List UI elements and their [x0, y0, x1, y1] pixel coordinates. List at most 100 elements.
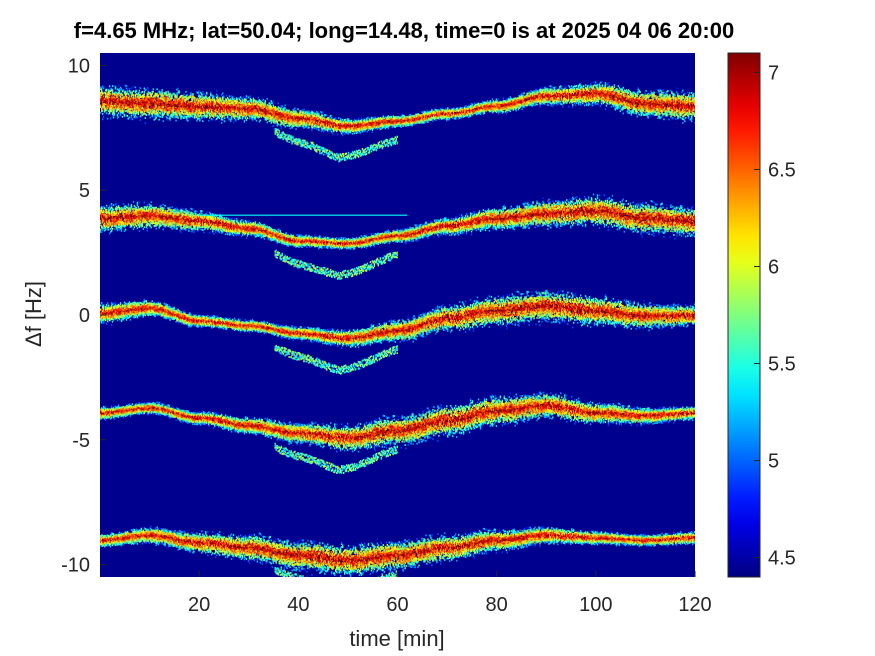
- spectrogram-cell: [110, 118, 111, 120]
- spectrogram-cell: [155, 97, 156, 99]
- spectrogram-cell: [102, 113, 103, 115]
- spectrogram-cell: [128, 98, 129, 100]
- spectrogram-cell: [149, 113, 150, 115]
- spectrogram-cell: [129, 95, 130, 97]
- spectrogram-cell: [171, 97, 172, 99]
- spectrogram-cell: [171, 95, 172, 97]
- spectrogram-cell: [106, 109, 107, 111]
- spectrogram-cell: [130, 92, 131, 94]
- spectrogram-cell: [145, 122, 146, 124]
- spectrogram-cell: [168, 112, 169, 114]
- spectrogram-cell: [147, 98, 148, 100]
- spectrogram-cell: [129, 116, 130, 118]
- spectrogram-cell: [109, 85, 110, 87]
- spectrogram-cell: [127, 90, 128, 92]
- spectrogram-cell: [157, 88, 158, 90]
- spectrogram-cell: [161, 89, 162, 91]
- spectrogram-cell: [152, 93, 153, 95]
- spectrogram-cell: [165, 92, 166, 94]
- spectrogram-cell: [117, 114, 118, 116]
- spectrogram-cell: [101, 88, 102, 90]
- spectrogram-cell: [166, 117, 167, 119]
- spectrogram-cell: [167, 92, 168, 94]
- spectrogram-cell: [146, 114, 147, 116]
- spectrogram-cell: [140, 87, 141, 89]
- spectrogram-cell: [120, 96, 121, 98]
- spectrogram-cell: [133, 118, 134, 120]
- spectrogram-cell: [148, 87, 149, 89]
- spectrogram-cell: [153, 88, 154, 90]
- spectrogram-cell: [183, 93, 184, 95]
- spectrogram-cell: [100, 112, 101, 114]
- spectrogram-cell: [146, 89, 147, 91]
- spectrogram-cell: [122, 94, 123, 96]
- spectrogram-cell: [138, 113, 139, 115]
- spectrogram-cell: [138, 111, 139, 113]
- spectrogram-cell: [102, 86, 103, 88]
- spectrogram-cell: [161, 91, 162, 93]
- spectrogram-cell: [167, 114, 168, 116]
- spectrogram-cell: [117, 95, 118, 97]
- spectrogram-cell: [139, 92, 140, 94]
- spectrogram-cell: [185, 110, 186, 112]
- spectrogram-cell: [175, 120, 176, 122]
- spectrogram-cell: [182, 116, 183, 118]
- spectrogram-cell: [151, 95, 152, 97]
- spectrogram-cell: [185, 91, 186, 93]
- spectrogram-cell: [136, 90, 137, 92]
- spectrogram-cell: [114, 109, 115, 111]
- spectrogram-cell: [102, 118, 103, 120]
- spectrogram-cell: [129, 88, 130, 90]
- spectrogram-cell: [118, 116, 119, 118]
- spectrogram-cell: [111, 103, 112, 105]
- spectrogram-cell: [178, 92, 179, 94]
- spectrogram-cell: [122, 116, 123, 118]
- spectrogram-cell: [118, 85, 119, 87]
- chart-title: f=4.65 MHz; lat=50.04; long=14.48, time=…: [74, 18, 734, 43]
- spectrogram-cell: [168, 95, 169, 97]
- spectrogram-cell: [113, 117, 114, 119]
- spectrogram-cell: [176, 94, 177, 96]
- spectrogram-cell: [183, 117, 184, 119]
- spectrogram-cell: [133, 94, 134, 96]
- spectrogram-cell: [113, 107, 114, 109]
- spectrogram-cell: [114, 114, 115, 116]
- spectrogram-cell: [177, 88, 178, 90]
- spectrogram-cell: [140, 94, 141, 96]
- spectrogram-cell: [126, 85, 127, 87]
- spectrogram-cell: [159, 119, 160, 121]
- spectrogram-cell: [153, 91, 154, 93]
- spectrogram-cell: [124, 114, 125, 116]
- spectrogram-cell: [162, 120, 163, 122]
- spectrogram-cell: [102, 110, 103, 112]
- spectrogram-cell: [128, 93, 129, 95]
- spectrogram-cell: [120, 114, 121, 116]
- spectrogram-cell: [135, 87, 136, 89]
- spectrogram-cell: [171, 116, 172, 118]
- spectrogram-cell: [144, 91, 145, 93]
- spectrogram-cell: [169, 117, 170, 119]
- spectrogram-cell: [103, 116, 104, 118]
- spectrogram-cell: [127, 88, 128, 90]
- spectrogram-cell: [177, 117, 178, 119]
- spectrogram-cell: [118, 112, 119, 114]
- spectrogram-cell: [112, 89, 113, 91]
- spectrogram-cell: [180, 118, 181, 120]
- spectrogram-cell: [104, 87, 105, 89]
- spectrogram-cell: [131, 87, 132, 89]
- spectrogram-cell: [144, 94, 145, 96]
- spectrogram-cell: [103, 95, 104, 97]
- spectrogram-cell: [107, 118, 108, 120]
- spectrogram-cell: [176, 96, 177, 98]
- spectrogram-cell: [110, 93, 111, 95]
- spectrogram-cell: [160, 116, 161, 118]
- spectrogram-cell: [114, 111, 115, 113]
- spectrogram-cell: [127, 115, 128, 117]
- spectrogram-cell: [101, 90, 102, 92]
- spectrogram-cell: [133, 86, 134, 88]
- spectrogram-cell: [150, 117, 151, 119]
- spectrogram-cell: [107, 108, 108, 110]
- spectrogram-cell: [130, 90, 131, 92]
- spectrogram-cell: [148, 90, 149, 92]
- spectrogram-cell: [100, 102, 101, 104]
